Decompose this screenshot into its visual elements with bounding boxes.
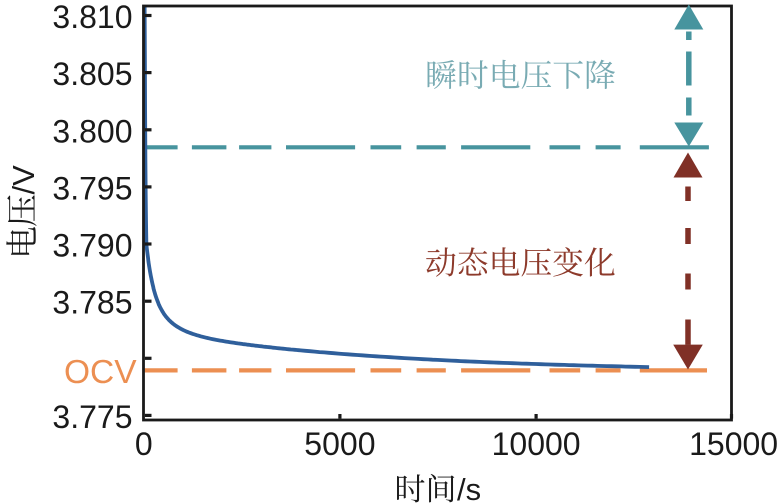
svg-text:3.785: 3.785 [52, 285, 132, 321]
svg-text:OCV: OCV [64, 354, 137, 391]
svg-text:10000: 10000 [492, 426, 581, 462]
svg-text:3.790: 3.790 [52, 228, 132, 264]
svg-text:3.805: 3.805 [52, 56, 132, 92]
svg-text:5000: 5000 [304, 426, 375, 462]
svg-text:3.810: 3.810 [52, 0, 132, 35]
svg-text:3.800: 3.800 [52, 113, 132, 149]
svg-text:3.775: 3.775 [52, 399, 132, 435]
svg-text:/V: /V [6, 165, 41, 195]
svg-text:15000: 15000 [689, 426, 778, 462]
svg-text:0: 0 [135, 426, 153, 462]
svg-text:/s: /s [457, 472, 481, 503]
svg-text:3.795: 3.795 [52, 170, 132, 206]
